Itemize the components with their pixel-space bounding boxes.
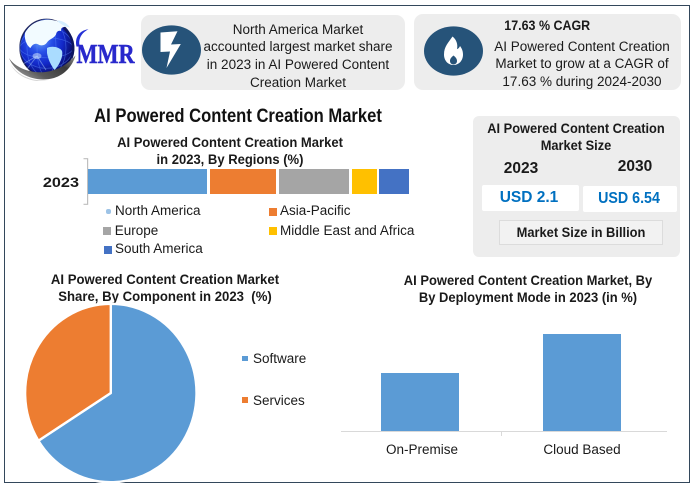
svg-text:MMR: MMR	[77, 39, 135, 69]
